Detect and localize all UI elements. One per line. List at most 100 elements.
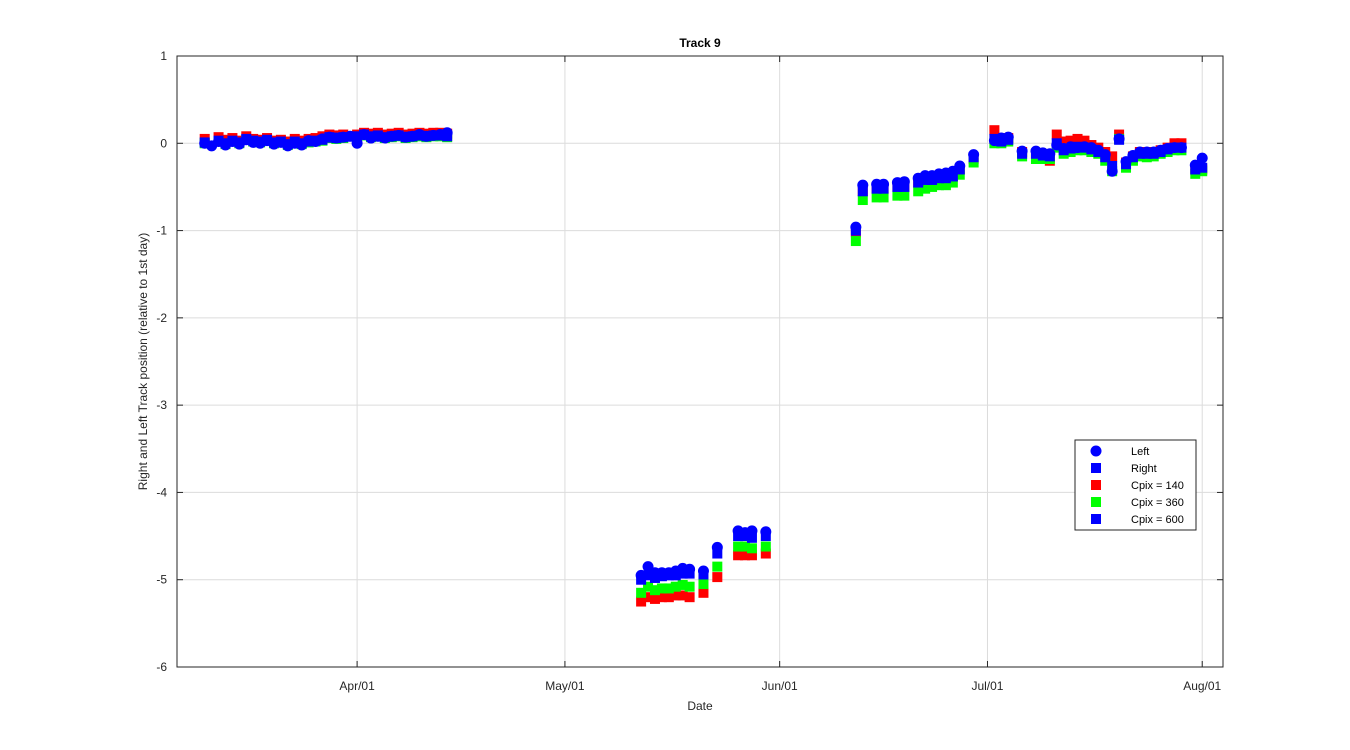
data-point [635,569,647,581]
data-point [954,169,965,180]
data-point [740,541,751,552]
data-point [857,179,869,191]
data-point [677,590,688,601]
x-tick-label: Jul/01 [971,679,1003,693]
data-point [760,526,772,538]
data-point [933,180,944,191]
y-tick-label: 0 [160,136,167,150]
x-tick-label: Apr/01 [339,679,375,693]
data-point [899,190,910,201]
data-point [892,190,903,201]
data-point [878,192,889,203]
data-point [656,592,667,603]
data-point [740,550,751,561]
legend-label: Cpix = 600 [1131,514,1184,526]
data-point [746,525,758,537]
data-point [663,583,674,594]
data-point [1044,148,1056,160]
x-tick-label: Jun/01 [762,679,798,693]
data-point [857,186,868,197]
y-tick-label: -2 [156,311,167,325]
data-point [1175,142,1187,154]
axis-ticks: 1 0 -1 -2 -3 -4 -5 -6 Apr/01 May/01 Jun/01 Jul/01 Au… [156,49,1223,693]
x-axis-label: Date [687,699,713,713]
data-point [1079,135,1090,146]
legend-marker [1091,480,1101,490]
data-point [927,181,938,192]
data-point [352,131,363,142]
x-tick-label: Aug/01 [1183,679,1221,693]
data-point [441,127,453,139]
data-point [1072,133,1083,144]
legend-marker [1091,463,1101,473]
data-point [670,590,681,601]
data-points [199,125,1208,607]
plot-frame [176,55,1224,668]
data-point [711,541,723,553]
data-point [733,541,744,552]
data-point [649,585,660,596]
data-point [1113,133,1125,145]
data-point [746,532,757,543]
legend-label: Left [1131,446,1149,458]
data-point [920,183,931,194]
data-point [989,125,1000,136]
data-point [698,587,709,598]
data-point [643,581,654,592]
data-point [698,579,709,590]
data-point [712,561,723,572]
y-tick-label: -1 [156,224,167,238]
series-left [199,127,1208,581]
data-point [663,592,674,603]
data-point [684,563,696,575]
data-point [746,543,757,554]
data-point [871,192,882,203]
data-point [1065,135,1076,146]
data-point [878,178,890,190]
legend-marker [1091,514,1101,524]
data-point [684,592,695,603]
y-tick-label: -6 [156,660,167,674]
data-point [940,180,951,191]
data-point [351,137,363,149]
data-point [947,177,958,188]
data-point [1016,145,1028,157]
data-point [649,593,660,604]
data-point [850,236,861,247]
data-point [677,579,688,590]
data-point [1002,131,1014,143]
data-point [636,587,647,598]
data-point [1107,151,1118,162]
data-point [670,581,681,592]
data-point [1196,152,1208,164]
chart-title: Track 9 [679,36,721,50]
grid-lines [177,56,1223,667]
data-point [643,570,654,581]
data-point [1197,162,1208,173]
data-point [1030,153,1041,164]
data-point [746,550,757,561]
data-point [968,157,979,168]
data-point [1189,159,1201,171]
data-point [643,592,654,603]
legend: Left Right Cpix = 140 Cpix = 360 Cpix = 600 [1074,439,1197,531]
data-point [712,548,723,559]
data-point [1051,129,1062,140]
legend-label: Cpix = 360 [1131,497,1184,509]
y-tick-label: -4 [156,485,167,499]
y-tick-label: 1 [160,49,167,63]
data-point [954,160,966,172]
data-point [1058,136,1069,147]
data-point [850,221,862,233]
data-point [733,550,744,561]
y-axis-label: Right and Left Track position (relative … [136,233,150,490]
data-point [968,149,980,161]
legend-label: Cpix = 140 [1131,480,1184,492]
y-tick-label: -3 [156,398,167,412]
data-point [656,583,667,594]
legend-marker [1090,445,1102,457]
data-point [913,186,924,197]
data-point [1106,165,1118,177]
data-point [1099,149,1111,161]
